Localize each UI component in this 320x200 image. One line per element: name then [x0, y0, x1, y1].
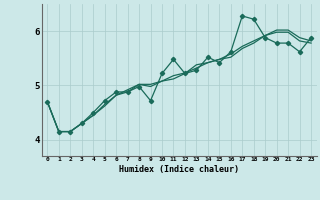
X-axis label: Humidex (Indice chaleur): Humidex (Indice chaleur) [119, 165, 239, 174]
